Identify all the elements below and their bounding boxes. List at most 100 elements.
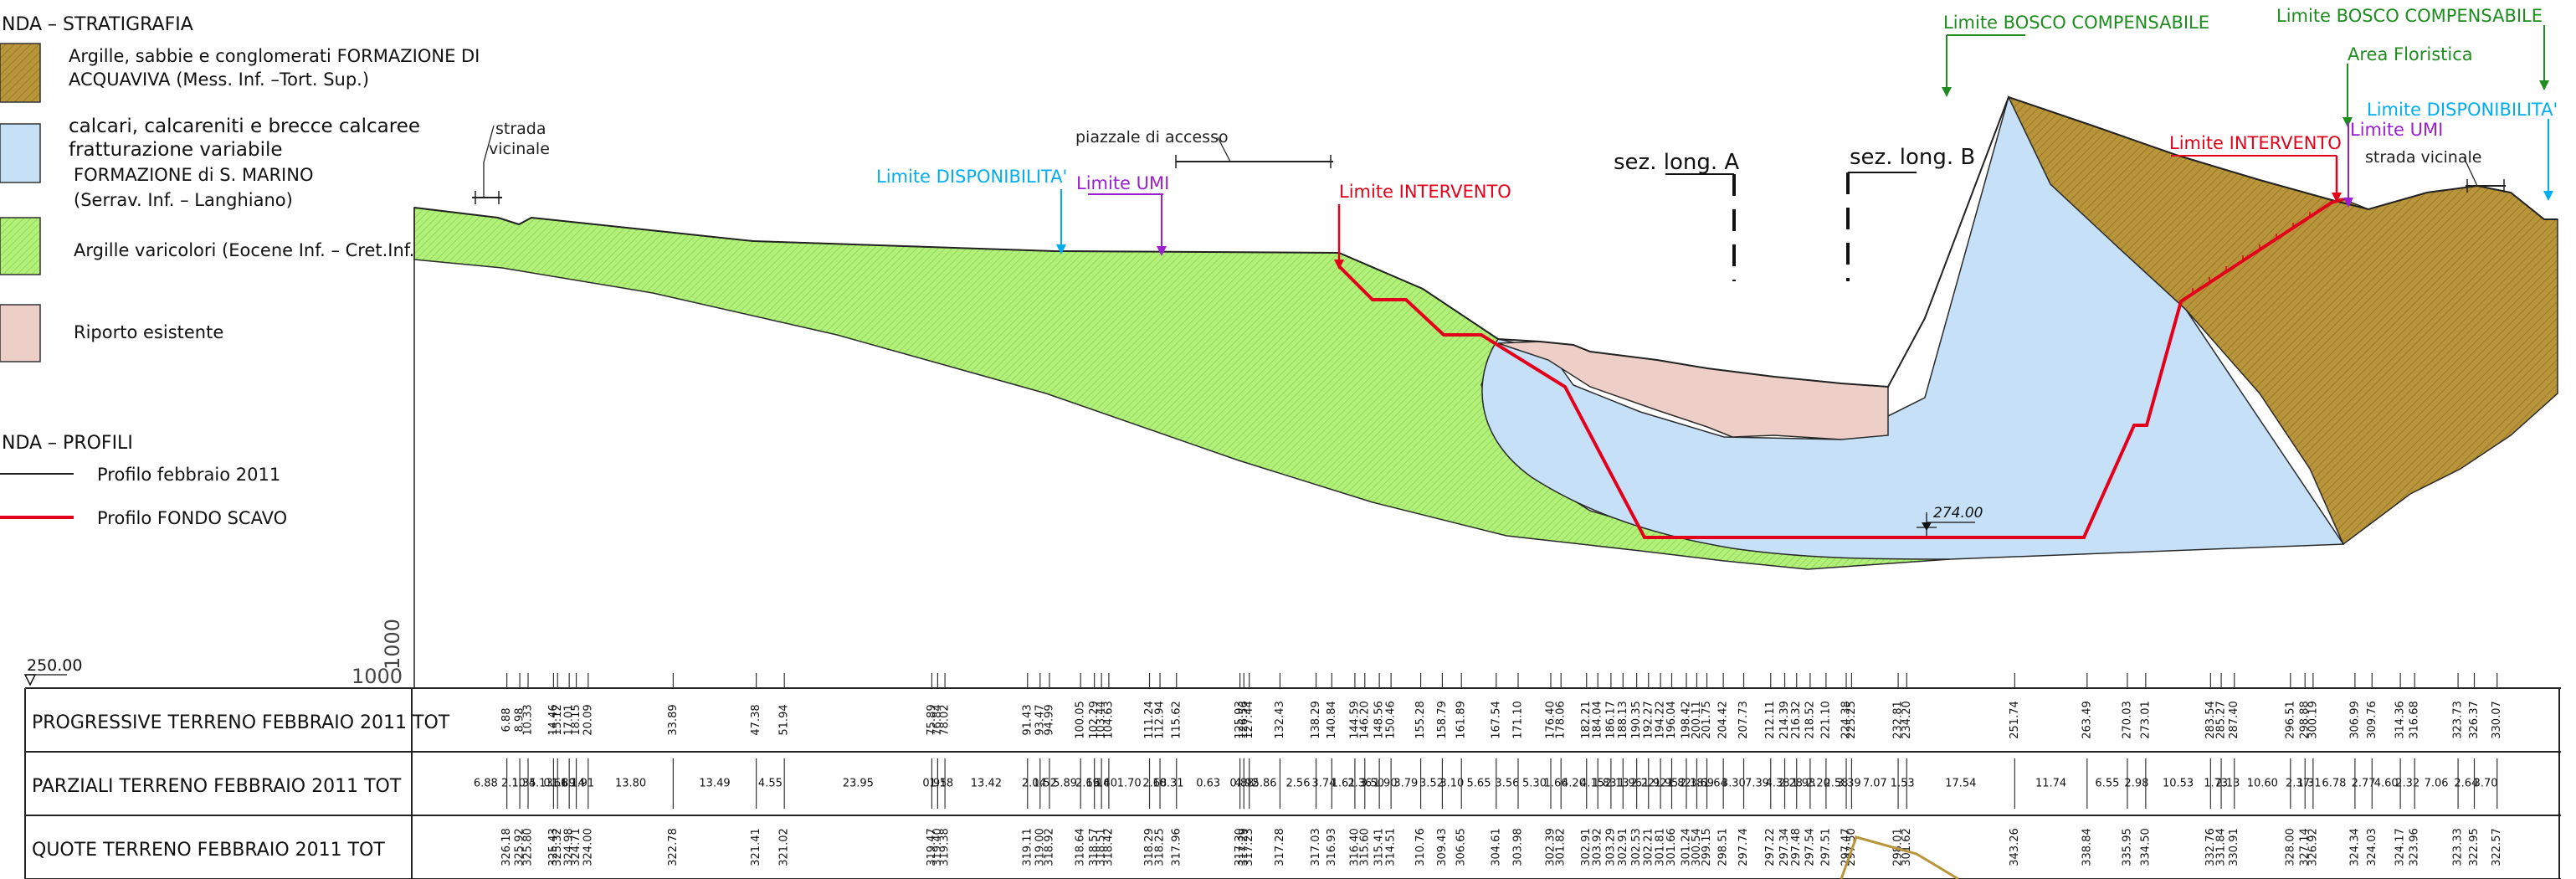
progressive-value: 188.13 — [1617, 701, 1629, 739]
progressive-value: 126.56 — [1238, 701, 1250, 739]
progressive-value: 221.10 — [1819, 701, 1832, 739]
parziale-value: 2.37 — [2286, 778, 2310, 790]
progressive-value: 323.73 — [2452, 701, 2465, 739]
quota-value: 302.91 — [1580, 828, 1593, 866]
parziale-value: 2.98 — [2124, 778, 2148, 790]
quota-value: 343.26 — [2009, 828, 2021, 866]
annotation-limite-umi-left: Limite UMI — [1076, 173, 1169, 256]
parziale-value: 2.13 — [2215, 778, 2240, 790]
swatch-acquaviva — [0, 43, 41, 103]
quota-value: 303.29 — [1604, 828, 1617, 866]
progressive-value: 190.35 — [1630, 701, 1643, 739]
annotation-limite-intervento-right: Limite INTERVENTO — [2169, 133, 2342, 203]
parziale-value: 5.86 — [1253, 778, 1277, 790]
quota-value: 316.93 — [1326, 828, 1338, 866]
progressive-value: 93.47 — [1034, 704, 1046, 735]
quota-value: 325.92 — [514, 828, 526, 866]
quota-value: 324.03 — [2366, 828, 2378, 866]
progressive-value: 176.40 — [1545, 701, 1557, 739]
progressive-value: 127.44 — [1243, 701, 1255, 739]
progressive-value: 18.15 — [570, 704, 582, 735]
parziale-value: 23.95 — [843, 778, 874, 790]
annotation-elevation-274: 274.00 — [1917, 505, 1983, 536]
quota-value: 317.29 — [1238, 828, 1250, 866]
svg-text:piazzale di accesso: piazzale di accesso — [1075, 128, 1229, 146]
quota-value: 317.23 — [1243, 828, 1255, 866]
quota-value: 297.34 — [1778, 828, 1791, 866]
legend-item-riporto: Riporto esistente — [74, 322, 223, 342]
progressive-value: 161.89 — [1455, 701, 1468, 739]
svg-text:Limite INTERVENTO: Limite INTERVENTO — [2169, 133, 2342, 153]
profile-fondo-scavo — [1337, 198, 2344, 539]
annotation-strada-vicinale-right: strada vicinale — [2365, 148, 2506, 193]
progressive-value: 201.75 — [1701, 701, 1713, 739]
progressive-value: 8.98 — [514, 708, 526, 732]
table-row-label-progressive: PROGRESSIVE TERRENO FEBBRAIO 2011 TOT — [32, 712, 450, 733]
parziale-value: 4.55 — [758, 778, 783, 790]
progressive-value: 146.20 — [1358, 701, 1371, 739]
parziale-value: 1.83 — [1593, 778, 1617, 790]
svg-text:Area Floristica: Area Floristica — [2348, 44, 2473, 64]
progressive-value: 285.27 — [2215, 701, 2228, 739]
parziale-value: 4.60 — [2374, 778, 2399, 790]
progressive-value: 234.20 — [1901, 701, 1913, 739]
parziale-value: 2.68 — [1142, 778, 1167, 790]
quota-value: 310.76 — [1414, 828, 1427, 866]
quota-value: 322.78 — [667, 828, 680, 866]
progressive-value: 225.25 — [1845, 701, 1858, 739]
progressive-value: 91.43 — [1021, 704, 1034, 735]
quota-value: 317.96 — [1170, 828, 1183, 866]
progressive-value: 15.12 — [552, 704, 564, 735]
quota-value: 322.57 — [2491, 828, 2503, 866]
progressive-value: 224.38 — [1840, 701, 1853, 739]
progressive-value: 94.99 — [1044, 704, 1056, 735]
parziale-value: 1.82 — [1667, 778, 1691, 790]
annotation-sez-long-a: sez. long. A — [1614, 150, 1739, 281]
quota-value: 334.50 — [2139, 828, 2152, 866]
progressive-value: 17.01 — [563, 704, 576, 735]
annotation-piazzale-accesso: piazzale di accesso — [1075, 128, 1333, 168]
parziale-value: 1.14 — [1085, 778, 1110, 790]
legend-item-sanmarino-line1: calcari, calcareniti e brecce calcaree — [69, 116, 420, 137]
progressive-value: 306.99 — [2348, 701, 2361, 739]
quota-value: 301.24 — [1681, 828, 1693, 866]
parziale-value: 7.39 — [1745, 778, 1769, 790]
parziale-value: 5.89 — [1053, 778, 1077, 790]
parziale-value: 1.31 — [2297, 778, 2322, 790]
progressive-value: 216.32 — [1790, 701, 1803, 739]
parziale-value: 3.30 — [1722, 778, 1746, 790]
parziale-value: 2.20 — [1806, 778, 1830, 790]
scale-horizontal-label: 1000 — [352, 665, 403, 688]
quota-value: 302.53 — [1630, 828, 1643, 866]
scale-vertical-label: 1000 — [381, 619, 404, 670]
quota-value: 324.00 — [582, 828, 594, 866]
progressive-value: 326.37 — [2468, 701, 2481, 739]
quota-value: 299.15 — [1701, 828, 1713, 866]
progressive-value: 155.28 — [1414, 701, 1427, 739]
quota-value: 314.51 — [1385, 828, 1398, 866]
quota-value: 316.40 — [1348, 828, 1361, 866]
swatch-san-marino — [0, 123, 41, 183]
quota-value: 302.21 — [1642, 828, 1655, 866]
legend-item-sanmarino-line3: FORMAZIONE di S. MARINO — [74, 165, 313, 185]
progressive-value: 125.93 — [1234, 701, 1246, 739]
quota-value: 319.00 — [1034, 828, 1046, 866]
quota-value: 326.92 — [2307, 828, 2319, 866]
progressive-value: 144.59 — [1348, 701, 1361, 739]
parziale-value: 2.69 — [1075, 778, 1100, 790]
legend-stratigrafia: NDA – STRATIGRAFIA Argille, sabbie e con… — [0, 14, 480, 362]
progressive-value: 309.76 — [2366, 701, 2378, 739]
progressive-value: 158.79 — [1436, 701, 1449, 739]
parziale-value: 1.52 — [1033, 778, 1057, 790]
quota-value: 323.33 — [2452, 828, 2465, 866]
quota-value: 315.60 — [1358, 828, 1371, 866]
quota-value: 318.51 — [1096, 828, 1108, 866]
quota-value: 315.41 — [1373, 828, 1386, 866]
progressive-value: 51.94 — [778, 704, 791, 735]
quota-value: 324.34 — [2348, 828, 2361, 866]
quota-value: 318.29 — [1143, 828, 1156, 866]
svg-text:250.00: 250.00 — [27, 656, 82, 675]
progressive-value: 171.10 — [1512, 701, 1525, 739]
